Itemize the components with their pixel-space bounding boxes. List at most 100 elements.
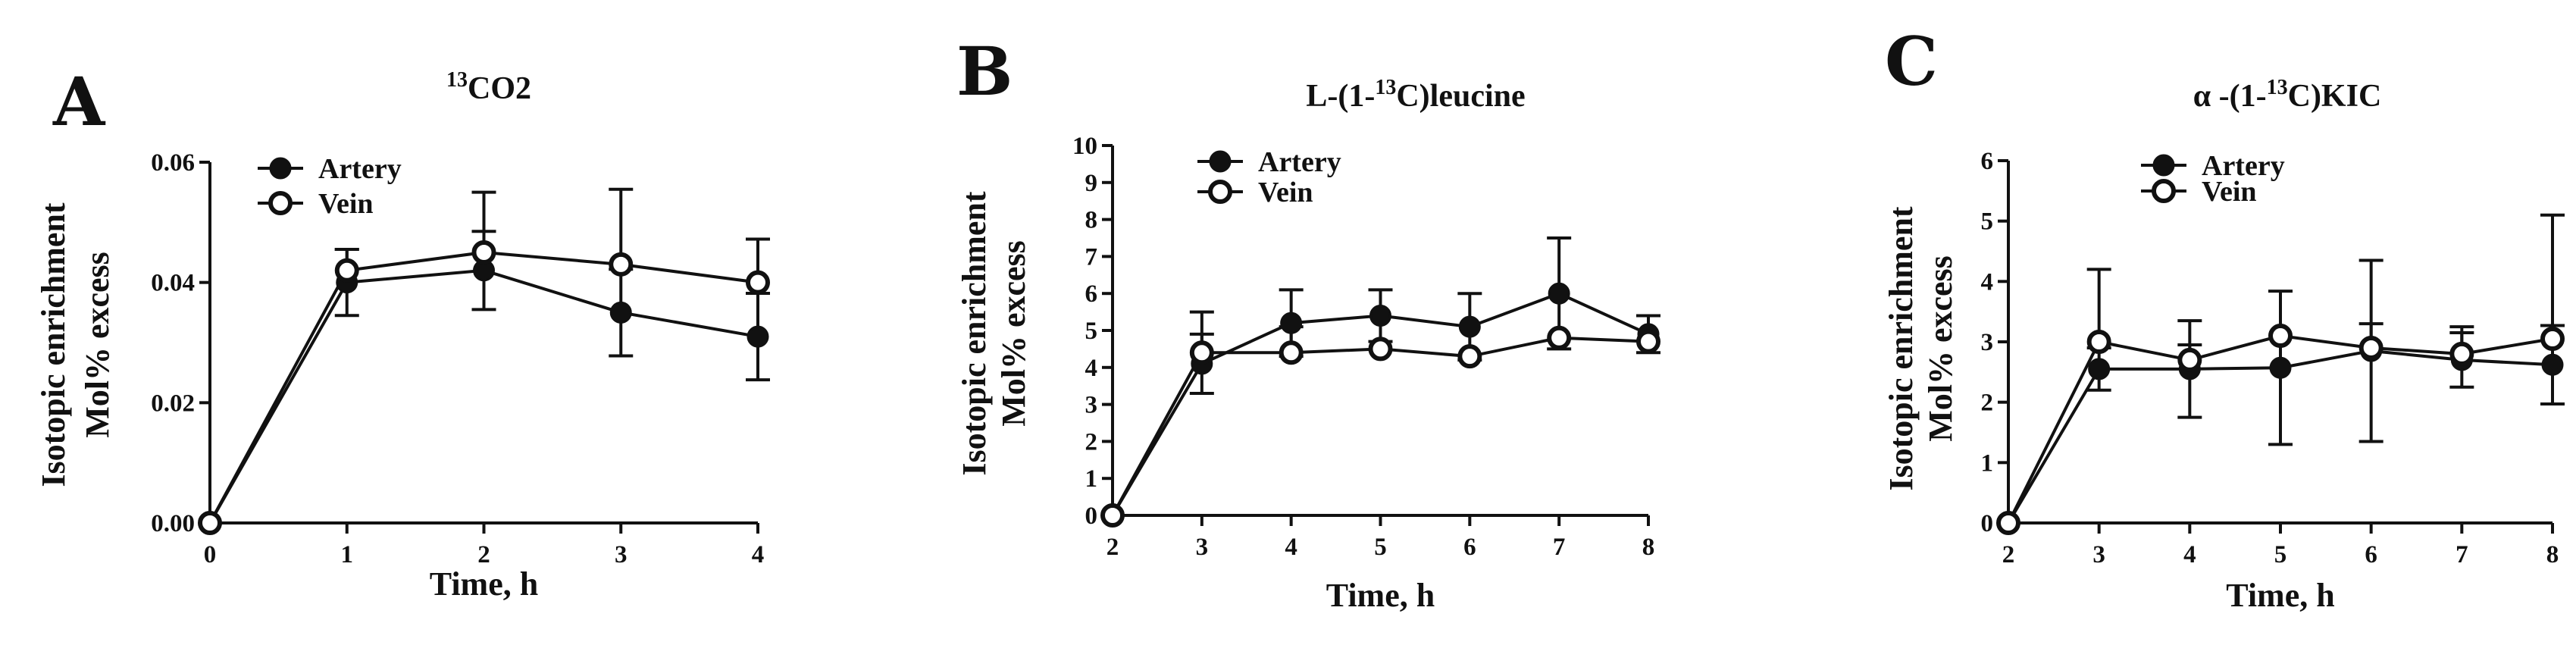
data-point-vein: [198, 511, 222, 535]
x-tick-label: 4: [1285, 534, 1297, 561]
series-artery: [1111, 236, 1660, 517]
y-tick-label: 10: [1072, 133, 1097, 160]
x-tick-label: 2: [2002, 541, 2015, 568]
legend-marker-artery: [1209, 150, 1232, 173]
y-axis-sublabel: Mol% excess: [995, 240, 1032, 427]
panel-a: A: [52, 62, 106, 141]
data-point-artery: [2541, 353, 2564, 376]
y-tick-label: 1: [1085, 465, 1098, 493]
data-point-artery: [1280, 312, 1303, 334]
data-point-vein: [2449, 341, 2474, 366]
x-tick-label: 6: [2365, 541, 2377, 568]
data-point-vein: [2177, 347, 2202, 372]
y-tick-label: 0: [1981, 510, 1994, 537]
legend-label-vein: Vein: [2202, 176, 2257, 208]
legend-label-vein: Vein: [1258, 177, 1313, 208]
legend-marker-vein: [1208, 180, 1232, 204]
data-point-vein: [1636, 329, 1660, 354]
y-tick-label: 2: [1981, 390, 1994, 417]
x-tick-label: 3: [1196, 534, 1209, 561]
data-point-artery: [1548, 282, 1570, 305]
data-point-artery: [1458, 315, 1481, 338]
legend-label-vein: Vein: [318, 188, 374, 220]
chart-title: L-(1-13C)leucine: [1306, 76, 1525, 114]
y-axis-label: Isotopic enrichment: [1883, 206, 1920, 491]
panel-b: B: [956, 32, 1013, 111]
legend-marker-artery: [269, 157, 292, 180]
legend-marker-vein: [268, 191, 293, 215]
x-tick-label: 2: [1106, 534, 1119, 561]
data-point-artery: [2088, 358, 2111, 380]
y-tick-label: 3: [1981, 329, 1994, 356]
data-point-artery: [1369, 304, 1391, 327]
y-tick-label: 5: [1981, 208, 1994, 236]
x-tick-label: 0: [204, 541, 217, 568]
x-tick-label: 8: [2546, 541, 2559, 568]
x-tick-label: 1: [341, 541, 354, 568]
panel-letter-b: B: [956, 32, 1013, 111]
series-artery: [2007, 258, 2565, 524]
legend-label-artery: Artery: [318, 153, 402, 185]
y-tick-label: 0: [1085, 503, 1098, 530]
y-tick-label: 0.04: [151, 270, 195, 297]
data-point-vein: [1368, 337, 1393, 362]
data-point-artery: [747, 325, 769, 348]
y-axis-sublabel: Mol% excess: [1922, 255, 1959, 442]
y-tick-label: 3: [1085, 392, 1098, 419]
y-tick-label: 4: [1981, 268, 1994, 296]
data-point-vein: [1547, 325, 1572, 350]
data-point-vein: [1996, 511, 2020, 535]
legend-marker-artery: [2152, 154, 2175, 177]
y-tick-label: 2: [1085, 428, 1098, 456]
data-point-vein: [1457, 344, 1482, 369]
legend-marker-vein: [2152, 179, 2176, 203]
y-axis-sublabel: Mol% excess: [79, 252, 116, 438]
x-axis-label: Time, h: [1326, 577, 1435, 614]
x-tick-label: 7: [2455, 541, 2468, 568]
data-point-vein: [2540, 327, 2565, 352]
plot-b: 0 1 2 3 4 5 6 7 8 9 10 2 3 4 5 6 7 8 Time, h Isotopic enric…: [956, 76, 1660, 614]
x-tick-label: 5: [1374, 534, 1387, 561]
plot-a: 0.00 0.02 0.04 0.06 0 1 2 3 4 Time, h Isotopic enr…: [35, 68, 770, 603]
data-point-artery: [609, 301, 632, 324]
x-tick-label: 3: [2092, 541, 2105, 568]
panel-letter-c: C: [1885, 22, 1938, 101]
data-point-vein: [1279, 340, 1304, 365]
x-tick-label: 2: [477, 541, 490, 568]
y-axis-label: Isotopic enrichment: [35, 202, 72, 487]
x-tick-label: 4: [2183, 541, 2196, 568]
y-axis-label: Isotopic enrichment: [956, 191, 993, 476]
y-tick-label: 8: [1085, 207, 1098, 234]
y-tick-label: 1: [1981, 449, 1994, 477]
x-tick-label: 7: [1553, 534, 1566, 561]
chart-title: 13CO2: [446, 68, 531, 106]
y-tick-label: 6: [1085, 280, 1098, 308]
plot-c: 0 1 2 3 4 5 6 2 3 4 5 6 7 8 Time, h Isotopic enrichment…: [1883, 76, 2565, 614]
y-tick-label: 5: [1085, 318, 1098, 345]
y-tick-label: 0.06: [151, 149, 195, 177]
y-tick-label: 0.02: [151, 390, 195, 417]
x-tick-label: 6: [1463, 534, 1476, 561]
y-tick-label: 4: [1085, 355, 1098, 382]
data-point-vein: [2358, 335, 2384, 360]
x-tick-label: 3: [615, 541, 628, 568]
x-tick-label: 5: [2274, 541, 2287, 568]
data-point-artery: [2269, 356, 2292, 379]
x-axis-label: Time, h: [430, 565, 538, 603]
y-tick-label: 0.00: [151, 510, 195, 537]
data-point-vein: [1100, 503, 1125, 528]
panel-letter-a: A: [52, 62, 106, 141]
panel-c: C: [1885, 22, 1938, 101]
legend-label-artery: Artery: [2202, 150, 2285, 182]
chart-title: α -(1-13C)KIC: [2193, 76, 2382, 114]
data-point-vein: [334, 258, 359, 283]
y-tick-label: 9: [1085, 170, 1098, 197]
data-point-vein: [609, 252, 634, 277]
data-point-vein: [746, 270, 770, 295]
x-tick-label: 8: [1642, 534, 1655, 561]
legend-label-artery: Artery: [1258, 146, 1341, 178]
